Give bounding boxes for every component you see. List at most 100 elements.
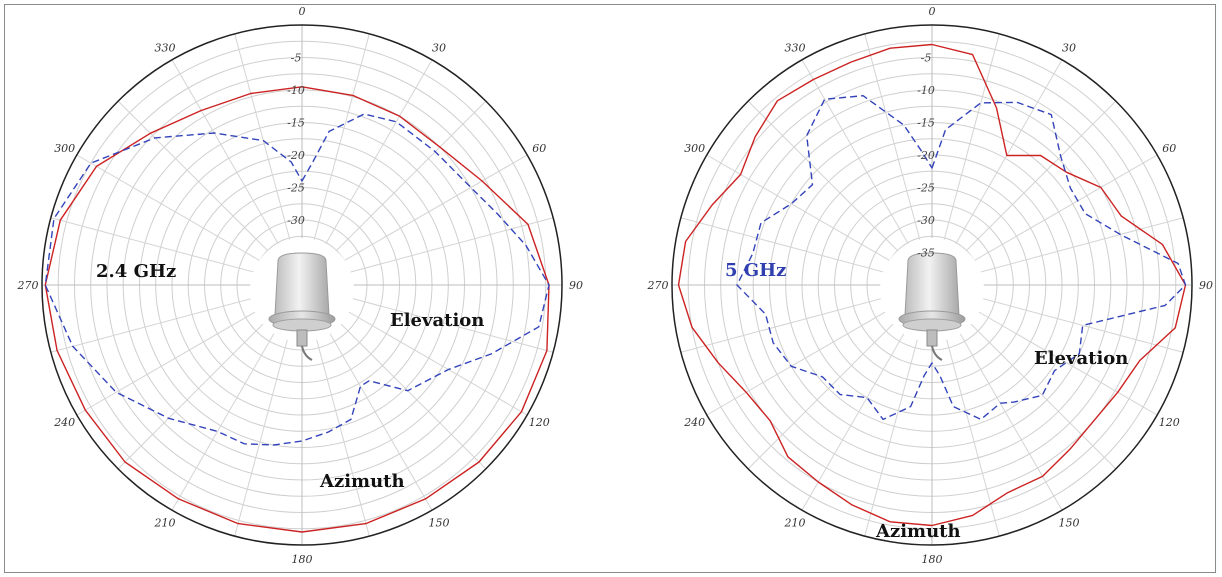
grid-spoke: [234, 316, 295, 537]
azimuth-label: Azimuth: [875, 521, 961, 542]
radial-tick-labels: -5 -10 -15 -20 -25 -30: [287, 52, 305, 228]
angle-tick-label: 270: [17, 279, 39, 292]
angle-tick-label: 150: [429, 516, 450, 529]
grid-spoke: [706, 300, 905, 416]
angle-tick-label: 330: [785, 42, 806, 55]
antenna-base-lower: [902, 318, 962, 332]
grid-spoke: [963, 217, 1184, 278]
grid-spoke: [76, 154, 275, 270]
grid-spoke: [801, 312, 917, 511]
angle-tick-label: 60: [1162, 142, 1176, 155]
polar-grid: [671, 24, 1193, 546]
grid-spoke: [939, 316, 1000, 537]
angle-tick-label: 30: [432, 42, 446, 55]
pattern-curves: [44, 86, 550, 533]
grid-spoke: [333, 217, 554, 278]
grid-spoke: [324, 307, 487, 470]
angle-tick-label: 180: [922, 553, 943, 566]
band-label: 5 GHz: [725, 260, 786, 281]
grid-spoke: [234, 33, 295, 254]
radial-tick-label: -20: [287, 149, 305, 162]
angle-tick-label: 210: [154, 516, 176, 529]
radial-tick-label: -25: [917, 182, 935, 195]
antenna-connector: [296, 329, 308, 347]
angle-tick-label: 120: [1159, 416, 1180, 429]
angle-tick-label: 30: [1062, 42, 1076, 55]
grid-spoke: [801, 59, 917, 258]
grid-spoke: [939, 33, 1000, 254]
grid-spoke: [317, 59, 433, 258]
grid-spoke: [680, 292, 901, 353]
radial-tick-label: -30: [287, 214, 305, 227]
antenna-cable: [931, 345, 943, 361]
antenna-image: [250, 238, 354, 361]
grid-spoke: [76, 300, 275, 416]
radial-tick-labels: -5 -10 -15 -20 -25 -30 -35: [917, 52, 935, 260]
radial-tick-label: -25: [287, 182, 305, 195]
angle-tick-label: 270: [647, 279, 669, 292]
grid-spoke: [324, 100, 487, 263]
grid-spoke: [864, 316, 925, 537]
grid-spoke: [963, 292, 1184, 353]
angle-tick-label: 300: [684, 142, 705, 155]
grid-spoke: [50, 292, 271, 353]
angle-tick-label: 150: [1059, 516, 1080, 529]
antenna-cable: [301, 345, 313, 361]
grid-spoke: [954, 100, 1117, 263]
angle-tick-label: 0: [929, 5, 936, 18]
grid-spoke: [747, 307, 910, 470]
polar-plot-5ghz: 0 30 60 90 120 150 180 210 240 270 300 3…: [647, 5, 1214, 566]
azimuth-pattern-curve: [677, 43, 1187, 527]
angle-tick-label: 180: [292, 553, 313, 566]
angle-tick-labels: 0 30 60 90 120 150 180 210 240 270 300 3…: [647, 5, 1214, 566]
grid-spoke: [747, 100, 910, 263]
antenna-base-lower: [272, 318, 332, 332]
grid-spoke: [117, 100, 280, 263]
grid-spoke: [706, 154, 905, 270]
antenna-connector: [926, 329, 938, 347]
elevation-pattern-curve: [736, 95, 1187, 421]
antenna-radome: [274, 252, 330, 316]
angle-tick-label: 240: [53, 416, 75, 429]
radial-tick-label: -15: [917, 117, 935, 130]
radial-tick-label: -10: [287, 84, 305, 97]
angle-tick-label: 60: [532, 142, 546, 155]
angle-tick-label: 240: [683, 416, 705, 429]
outer-ring: [671, 24, 1193, 546]
azimuth-pattern-curve: [44, 86, 550, 533]
grid-spoke: [959, 154, 1158, 270]
radial-tick-label: -35: [917, 247, 935, 260]
elevation-label: Elevation: [390, 310, 484, 331]
angle-tick-labels: 0 30 60 90 120 150 180 210 240 270 300 3…: [17, 5, 584, 566]
pattern-curves: [677, 43, 1187, 527]
polar-plot-2-4ghz: 0 30 60 90 120 150 180 210 240 270 300 3…: [17, 5, 584, 566]
grid-spoke: [329, 154, 528, 270]
grid-spoke: [947, 59, 1063, 258]
grid-spoke: [864, 33, 925, 254]
radial-tick-label: -5: [291, 52, 302, 65]
angle-tick-label: 90: [1199, 279, 1213, 292]
grid-spoke: [329, 300, 528, 416]
radial-tick-label: -15: [287, 117, 305, 130]
radial-tick-label: -5: [921, 52, 932, 65]
elevation-pattern-curve: [44, 113, 550, 446]
grid-spoke: [333, 292, 554, 353]
radial-tick-label: -30: [917, 214, 935, 227]
grid-spoke: [959, 300, 1158, 416]
grid-spoke: [317, 312, 433, 511]
radial-tick-label: -10: [917, 84, 935, 97]
polar-grid: [41, 24, 563, 546]
outer-ring: [41, 24, 563, 546]
elevation-label: Elevation: [1034, 348, 1128, 369]
band-label: 2.4 GHz: [96, 261, 176, 282]
angle-tick-label: 90: [569, 279, 583, 292]
angle-tick-label: 120: [529, 416, 550, 429]
grid-spoke: [117, 307, 280, 470]
figure-frame: [4, 4, 1216, 573]
antenna-radome: [904, 252, 960, 316]
grid-spoke: [171, 59, 287, 258]
grid-spoke: [954, 307, 1117, 470]
grid-spoke: [947, 312, 1063, 511]
angle-tick-label: 330: [155, 42, 176, 55]
